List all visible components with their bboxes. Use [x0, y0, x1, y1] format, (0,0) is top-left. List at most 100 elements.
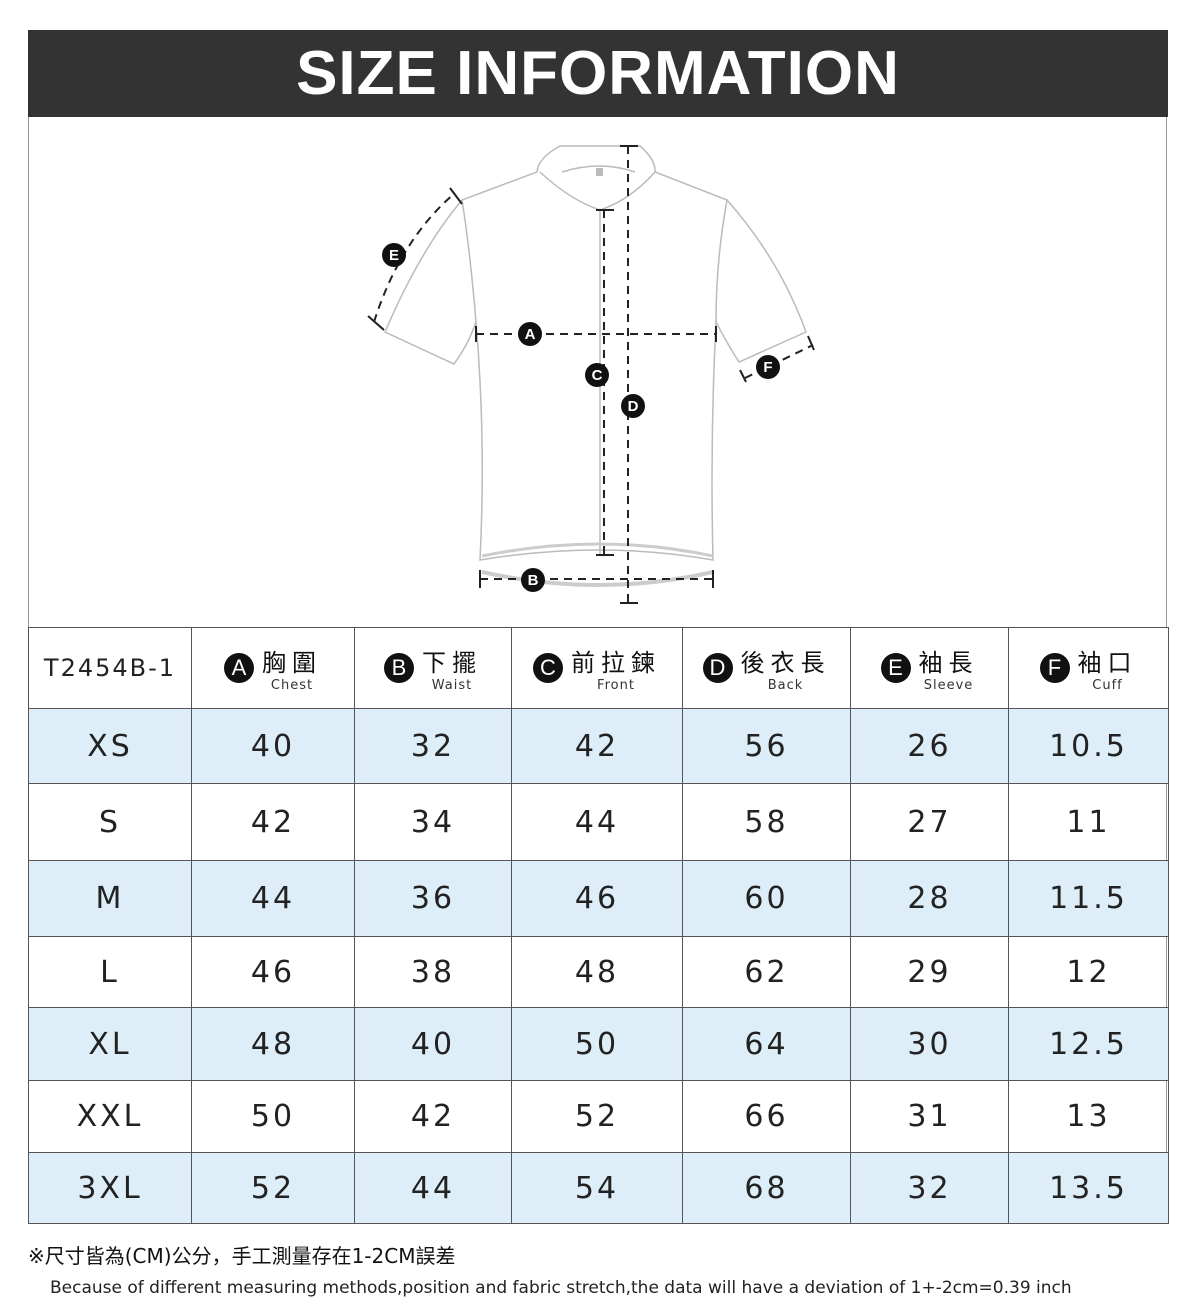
- column-header-cuff: F 袖口 Cuff: [1008, 627, 1169, 709]
- measurement-cell: 13: [1008, 1080, 1169, 1153]
- page-title: SIZE INFORMATION: [28, 30, 1168, 117]
- measurement-cell: 56: [682, 708, 851, 784]
- measurement-cell: 44: [191, 860, 355, 937]
- marker-e-icon: E: [382, 243, 406, 267]
- header-en: Sleeve: [923, 678, 974, 693]
- size-table: T2454B-1 A 胸圍 Chest B 下擺 Waist C 前拉鍊 Front D 後衣長 Ba…: [28, 627, 1169, 1224]
- measurement-cell: 38: [354, 936, 512, 1008]
- measurement-cell: 29: [850, 936, 1009, 1008]
- size-label: S: [28, 783, 192, 861]
- measurement-cell: 54: [511, 1152, 683, 1224]
- measurement-cell: 42: [511, 708, 683, 784]
- measurement-cell: 26: [850, 708, 1009, 784]
- measurement-cell: 40: [191, 708, 355, 784]
- measurement-cell: 64: [682, 1007, 851, 1081]
- measurement-cell: 36: [354, 860, 512, 937]
- header-zh: 前拉鍊: [571, 649, 661, 677]
- model-number: T2454B-1: [28, 627, 192, 709]
- marker-f-icon: F: [1039, 653, 1070, 683]
- marker-d-icon: D: [621, 394, 645, 418]
- measurement-cell: 46: [511, 860, 683, 937]
- measurement-cell: 44: [511, 783, 683, 861]
- measurement-cell: 11.5: [1008, 860, 1169, 937]
- column-header-front: C 前拉鍊 Front: [511, 627, 683, 709]
- size-label: M: [28, 860, 192, 937]
- header-en: Cuff: [1092, 678, 1123, 693]
- measurement-cell: 46: [191, 936, 355, 1008]
- measurement-cell: 12: [1008, 936, 1169, 1008]
- svg-text:D: D: [628, 398, 639, 415]
- header-zh: 下擺: [422, 649, 482, 677]
- size-label: XS: [28, 708, 192, 784]
- measurement-cell: 34: [354, 783, 512, 861]
- marker-a-icon: A: [518, 322, 542, 346]
- header-zh: 袖口: [1077, 649, 1138, 677]
- measurement-cell: 32: [354, 708, 512, 784]
- measurement-cell: 68: [682, 1152, 851, 1224]
- measurement-cell: 52: [511, 1080, 683, 1153]
- measurement-cell: 44: [354, 1152, 512, 1224]
- measurement-cell: 30: [850, 1007, 1009, 1081]
- table-row: XL 48 40 50 64 30 12.5: [28, 1007, 1169, 1081]
- measurement-cell: 13.5: [1008, 1152, 1169, 1224]
- measurement-cell: 60: [682, 860, 851, 937]
- marker-c-icon: C: [533, 653, 563, 683]
- svg-text:B: B: [528, 572, 539, 589]
- table-header-row: T2454B-1 A 胸圍 Chest B 下擺 Waist C 前拉鍊 Front D 後衣長 Ba…: [28, 627, 1169, 709]
- marker-b-icon: B: [384, 653, 414, 683]
- size-label: 3XL: [28, 1152, 192, 1224]
- size-label: XL: [28, 1007, 192, 1081]
- marker-c-icon: C: [585, 363, 609, 387]
- measurement-cell: 66: [682, 1080, 851, 1153]
- measurement-cell: 50: [511, 1007, 683, 1081]
- marker-f-icon: F: [756, 355, 780, 379]
- measurement-cell: 28: [850, 860, 1009, 937]
- size-label: XXL: [28, 1080, 192, 1153]
- marker-a-icon: A: [224, 653, 254, 683]
- table-row: XS 40 32 42 56 26 10.5: [28, 708, 1169, 784]
- marker-d-icon: D: [702, 653, 733, 683]
- header-en: Chest: [270, 678, 314, 693]
- measurement-cell: 31: [850, 1080, 1009, 1153]
- note-english: Because of different measuring methods,p…: [50, 1278, 1072, 1298]
- marker-b-icon: B: [521, 568, 545, 592]
- jersey-diagram: E A C D F B: [367, 145, 815, 604]
- measurement-cell: 50: [191, 1080, 355, 1153]
- table-row: XXL 50 42 52 66 31 13: [28, 1080, 1169, 1153]
- measurement-cell: 62: [682, 936, 851, 1008]
- column-header-back: D 後衣長 Back: [682, 627, 851, 709]
- measurement-cell: 42: [354, 1080, 512, 1153]
- header-zh: 胸圍: [262, 649, 322, 677]
- header-zh: 袖長: [918, 649, 979, 677]
- size-label: L: [28, 936, 192, 1008]
- svg-text:C: C: [592, 367, 603, 384]
- header-en: Front: [597, 678, 635, 693]
- column-header-waist: B 下擺 Waist: [354, 627, 512, 709]
- measurement-cell: 10.5: [1008, 708, 1169, 784]
- column-header-sleeve: E 袖長 Sleeve: [850, 627, 1009, 709]
- table-row: 3XL 52 44 54 68 32 13.5: [28, 1152, 1169, 1224]
- measurement-cell: 40: [354, 1007, 512, 1081]
- note-chinese: ※尺寸皆為(CM)公分，手工測量存在1-2CM誤差: [28, 1244, 456, 1268]
- column-header-chest: A 胸圍 Chest: [191, 627, 355, 709]
- measurement-cell: 11: [1008, 783, 1169, 861]
- measurement-cell: 58: [682, 783, 851, 861]
- jersey-outline: [384, 145, 807, 587]
- marker-e-icon: E: [880, 653, 911, 683]
- measurement-cell: 27: [850, 783, 1009, 861]
- table-row: L 46 38 48 62 29 12: [28, 936, 1169, 1008]
- svg-text:F: F: [763, 359, 772, 376]
- measurement-cell: 52: [191, 1152, 355, 1224]
- header-en: Waist: [431, 678, 473, 693]
- header-zh: 後衣長: [740, 649, 831, 677]
- svg-text:E: E: [389, 247, 399, 264]
- table-row: S 42 34 44 58 27 11: [28, 783, 1169, 861]
- measurement-cell: 48: [191, 1007, 355, 1081]
- measurement-cell: 32: [850, 1152, 1009, 1224]
- header-en: Back: [767, 678, 804, 693]
- measurement-cell: 42: [191, 783, 355, 861]
- measurement-cell: 48: [511, 936, 683, 1008]
- svg-text:A: A: [525, 326, 536, 343]
- table-row: M 44 36 46 60 28 11.5: [28, 860, 1169, 937]
- measurement-cell: 12.5: [1008, 1007, 1169, 1081]
